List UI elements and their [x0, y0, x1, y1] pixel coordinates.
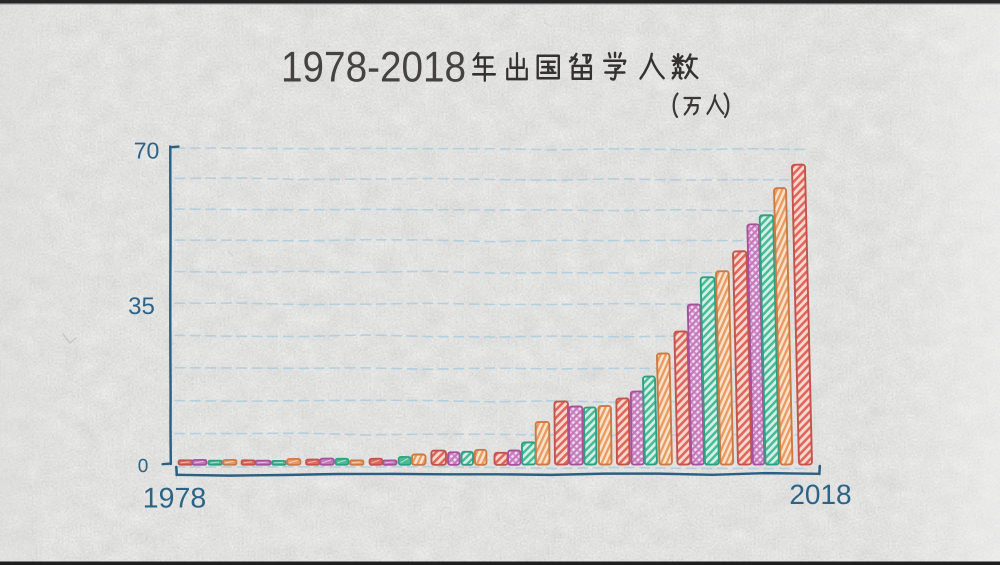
- svg-text:0: 0: [138, 456, 149, 477]
- svg-text:2018: 2018: [789, 479, 851, 510]
- svg-text:1978: 1978: [143, 483, 206, 515]
- svg-text:1978-2018: 1978-2018: [281, 44, 466, 92]
- svg-text:70: 70: [134, 137, 160, 163]
- svg-text:35: 35: [128, 293, 155, 320]
